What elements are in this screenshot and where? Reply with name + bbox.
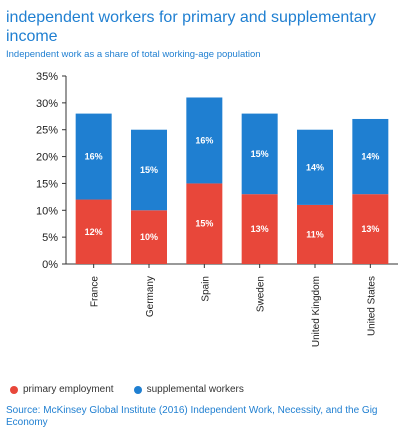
bar-data-label: 12%	[85, 227, 103, 237]
bar-supplemental	[75, 113, 112, 200]
bar-supplemental	[131, 129, 167, 211]
x-tick-label: United Kingdom	[311, 276, 322, 347]
bar-supplemental	[352, 118, 389, 195]
bar-primary	[352, 194, 389, 264]
legend-swatch-supplemental	[133, 385, 142, 394]
legend-swatch-primary	[10, 385, 18, 394]
bar-primary	[241, 194, 278, 264]
legend-label-primary: primary employment	[23, 384, 114, 395]
y-tick-label: 25%	[36, 125, 58, 137]
y-tick-label: 35%	[36, 71, 58, 83]
bar-data-label: 15%	[251, 149, 269, 159]
legend-item-supplemental: supplemental workers	[133, 384, 244, 395]
y-tick-label: 30%	[36, 98, 58, 110]
y-tick-label: 0%	[42, 259, 58, 271]
bar-supplemental	[297, 129, 333, 205]
x-tick-label: Germany	[145, 276, 156, 317]
bar-data-label: 14%	[361, 152, 379, 162]
y-tick-label: 10%	[36, 205, 58, 217]
bar-primary	[75, 199, 112, 264]
bar-supplemental	[186, 97, 223, 184]
bar-data-label: 13%	[361, 224, 379, 234]
bar-data-label: 16%	[195, 135, 213, 145]
bar-data-label: 10%	[140, 232, 158, 242]
bar-data-label: 15%	[195, 219, 213, 229]
x-tick-label: France	[90, 276, 101, 308]
x-tick-label: Spain	[200, 276, 211, 302]
source-note: Source: McKinsey Global Institute (2016)…	[6, 405, 378, 428]
chart-subtitle: Independent work as a share of total wor…	[6, 49, 261, 60]
stacked-bar-chart: 0% 5% 10% 15% 20% 25% 30% 35% 12% 16% France 10% 15%…	[36, 71, 398, 347]
bar-data-label: 13%	[251, 224, 269, 234]
bar-data-label: 16%	[85, 152, 103, 162]
bar-primary	[131, 210, 167, 264]
x-tick-label: Sweden	[256, 276, 267, 312]
y-tick-label: 5%	[42, 232, 58, 244]
bar-primary	[297, 204, 333, 264]
chart-title: independent workers for primary and supp…	[6, 9, 376, 45]
x-tick-label: United States	[366, 276, 377, 336]
bar-data-label: 15%	[140, 165, 158, 175]
bar-data-label: 11%	[306, 229, 324, 239]
legend: primary employment supplemental workers	[10, 384, 264, 395]
bar-data-label: 14%	[306, 162, 324, 172]
bar-primary	[186, 183, 223, 264]
bar-supplemental	[241, 113, 278, 195]
legend-item-primary: primary employment	[10, 384, 114, 395]
y-tick-label: 15%	[36, 178, 58, 190]
y-tick-label: 20%	[36, 152, 58, 164]
legend-label-supplemental: supplemental workers	[146, 384, 244, 395]
